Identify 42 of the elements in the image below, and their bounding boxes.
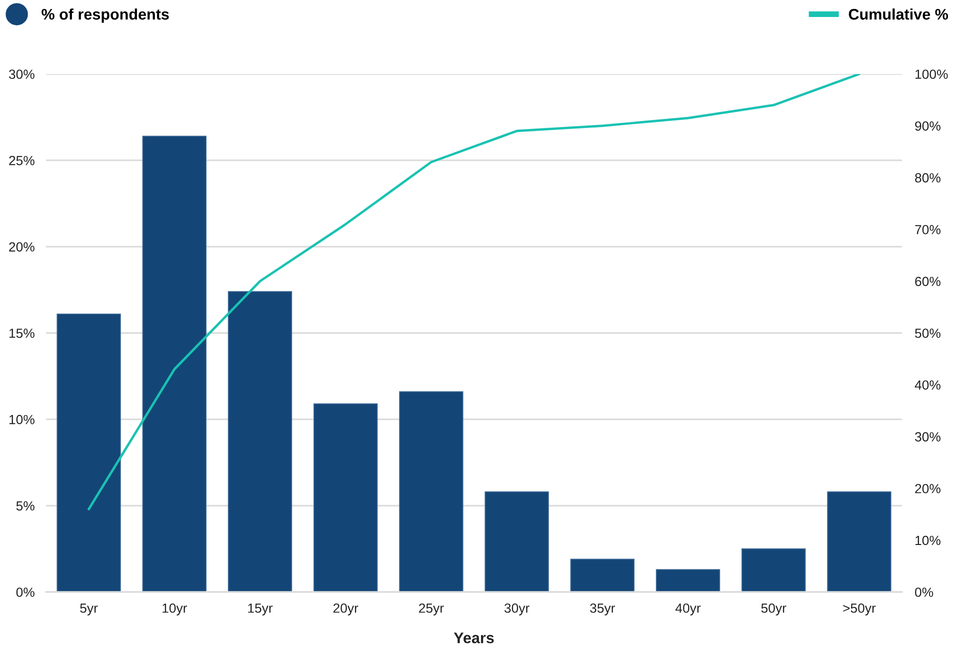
x-tick-label: >50yr <box>843 603 876 616</box>
y2-tick-label: 90% <box>915 121 940 131</box>
bar <box>56 314 121 592</box>
y2-tick-label: 60% <box>915 276 940 286</box>
bar <box>228 291 292 592</box>
y-tick-label: 30% <box>8 70 34 79</box>
bar <box>570 558 634 592</box>
x-tick-label: 20yr <box>333 603 358 616</box>
y2-tick-label: 80% <box>915 173 940 183</box>
x-tick-label: 15yr <box>248 604 273 616</box>
y-tick-label: 15% <box>9 328 34 338</box>
x-axis-title: Years <box>454 632 494 644</box>
x-tick-label: 35yr <box>590 603 616 616</box>
y-tick-label: 25% <box>9 156 34 166</box>
y2-tick-label: 0% <box>915 588 934 597</box>
x-tick-label: 50yr <box>761 603 786 616</box>
bar <box>314 403 378 592</box>
legend-label: % of respondents <box>42 8 169 23</box>
line-series <box>88 74 860 510</box>
bar <box>399 391 464 592</box>
y2-tick-label: 40% <box>914 380 940 390</box>
y2-tick-label: 70% <box>915 224 940 234</box>
bar <box>827 491 892 592</box>
y-tick-label: 20% <box>9 242 34 252</box>
y-tick-label: 5% <box>16 501 34 511</box>
bar <box>484 491 549 592</box>
bar <box>656 569 720 592</box>
y2-tick-label: 20% <box>915 484 940 494</box>
x-tick-label: 5yr <box>80 604 98 616</box>
x-tick-label: 40yr <box>675 603 701 616</box>
legend-label: Cumulative % <box>848 8 948 20</box>
x-tick-label: 25yr <box>419 603 444 616</box>
y2-tick-label: 30% <box>915 432 940 442</box>
x-tick-label: 10yr <box>162 603 188 616</box>
y-tick-label: 10% <box>9 414 34 424</box>
y2-tick-label: 100% <box>916 70 948 79</box>
y2-tick-label: 50% <box>915 328 940 338</box>
bar <box>142 136 206 592</box>
bar <box>742 548 806 592</box>
x-tick-label: 30yr <box>504 603 530 616</box>
y-tick-label: 0% <box>16 588 34 597</box>
y2-tick-label: 10% <box>916 536 940 546</box>
